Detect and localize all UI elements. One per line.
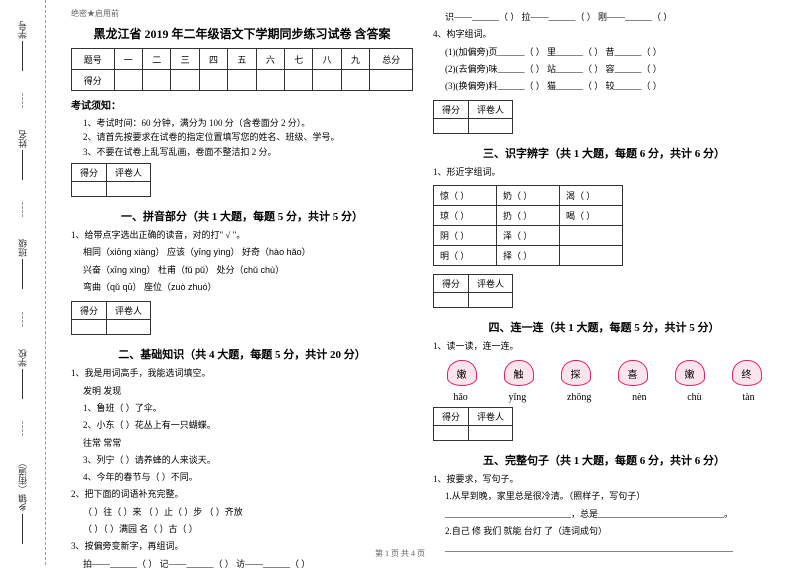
- page-footer: 第 1 页 共 4 页: [0, 548, 800, 559]
- blank-line: （ ）（ ）满园 名（ ）古（ ）: [71, 522, 413, 537]
- notice-item: 3、不要在试卷上乱写乱画，卷面不整洁扣 2 分。: [71, 145, 413, 159]
- left-column: 绝密★启用前 黑龙江省 2019 年二年级语文下学期同步练习试卷 含答案 题号一…: [61, 8, 423, 557]
- question: 1、形近字组词。: [433, 165, 775, 180]
- binding-label: 乡镇（街道）: [16, 458, 29, 512]
- notice-item: 1、考试时间：60 分钟，满分为 100 分（含卷面分 2 分）。: [71, 116, 413, 130]
- blank-line: （ ）往（ ）来 （ ）止（ ）步 （ ）齐放: [71, 505, 413, 520]
- fill-item: 3、列宁（ ）请养蜂的人来谈天。: [71, 453, 413, 468]
- blank-line: (2)(去偏旁)味______（ ） 站______（ ） 容______（ ）: [433, 62, 775, 77]
- sentence-blank: ____________________________，总是_________…: [433, 507, 775, 522]
- heart-icon: 探: [561, 360, 591, 386]
- binding-label: 学号: [16, 21, 29, 39]
- question: 1、读一读，连一连。: [433, 339, 775, 354]
- word-bank: 发明 发现: [71, 384, 413, 399]
- heart-icon: 嫩: [675, 360, 705, 386]
- blank-line: (3)(换偏旁)料______（ ） 猫______（ ） 较______（ ）: [433, 79, 775, 94]
- binding-label: 班级: [16, 239, 29, 257]
- heart-icon: 喜: [618, 360, 648, 386]
- section-1-title: 一、拼音部分（共 1 大题，每题 5 分，共计 5 分）: [71, 208, 413, 224]
- pinyin-line: 相同（xiōng xiàng） 应该（yīng yìng） 好奇（hào hǎo…: [71, 245, 413, 260]
- question: 2、把下面的词语补充完整。: [71, 487, 413, 502]
- char-compare-table: 惊（ ）奶（ ）渴（ ） 琼（ ）扔（ ）喝（ ） 阴（ ）泽（ ） 明（ ）择…: [433, 185, 623, 266]
- section-score-box: 得分评卷人: [433, 274, 513, 308]
- notice-title: 考试须知：: [71, 97, 413, 112]
- score-summary-table: 题号一二三四五六七八九总分 得分: [71, 48, 413, 91]
- heart-icon: 终: [732, 360, 762, 386]
- pinyin-line: 兴奋（xīng xìng） 杜甫（fǔ pǔ） 处分（chǔ chù）: [71, 263, 413, 278]
- notice-item: 2、请首先按要求在试卷的指定位置填写您的姓名、班级、学号。: [71, 130, 413, 144]
- right-column: 识——______（ ） 拉——______（ ） 刚——______（ ） 4…: [423, 8, 785, 557]
- section-5-title: 五、完整句子（共 1 大题，每题 6 分，共计 6 分）: [433, 452, 775, 468]
- section-4-title: 四、连一连（共 1 大题，每题 5 分，共计 5 分）: [433, 319, 775, 335]
- blank-line: (1)(加偏旁)页______（ ） 里______（ ） 昔______（ ）: [433, 45, 775, 60]
- section-score-box: 得分评卷人: [433, 100, 513, 134]
- binding-label: 姓名: [16, 130, 29, 148]
- fill-item: 1、鲁班（ ）了伞。: [71, 401, 413, 416]
- confidential-mark: 绝密★启用前: [71, 8, 413, 19]
- fill-item: 往常 常常: [71, 436, 413, 451]
- pinyin-line: 弯曲（qǔ qū） 座位（zuò zhuó）: [71, 280, 413, 295]
- question: 1、给带点字选出正确的读音，对的打" √ "。: [71, 228, 413, 243]
- fill-item: 4、今年的春节与（ ）不同。: [71, 470, 413, 485]
- section-2-title: 二、基础知识（共 4 大题，每题 5 分，共计 20 分）: [71, 346, 413, 362]
- heart-icon: 触: [504, 360, 534, 386]
- question: 1、我是用词高手，我能选词填空。: [71, 366, 413, 381]
- question: 4、构字组词。: [433, 27, 775, 42]
- section-score-box: 得分评卷人: [71, 301, 151, 335]
- heart-icon: 嫩: [447, 360, 477, 386]
- pinyin-row: hǎoyīngzhōngnènchùtàn: [433, 392, 775, 403]
- section-score-box: 得分评卷人: [71, 163, 151, 197]
- section-score-box: 得分评卷人: [433, 407, 513, 441]
- fill-item: 2、小东（ ）花丛上有一只蝴蝶。: [71, 418, 413, 433]
- section-3-title: 三、识字辨字（共 1 大题，每题 6 分，共计 6 分）: [433, 145, 775, 161]
- blank-line: 识——______（ ） 拉——______（ ） 刚——______（ ）: [433, 10, 775, 25]
- sentence-item: 1.从早到晚，家里总是很冷清。（照样子，写句子）: [433, 489, 775, 504]
- heart-icons-row: 嫩 触 探 喜 嫩 终: [433, 360, 775, 386]
- exam-title: 黑龙江省 2019 年二年级语文下学期同步练习试卷 含答案: [71, 25, 413, 42]
- sentence-item: 2.自己 修 我们 就能 台灯 了（连词成句）: [433, 524, 775, 539]
- binding-margin: 学号 姓名 班级 学校 乡镇（街道）: [0, 0, 46, 565]
- binding-label: 学校: [16, 349, 29, 367]
- question: 1、按要求，写句子。: [433, 472, 775, 487]
